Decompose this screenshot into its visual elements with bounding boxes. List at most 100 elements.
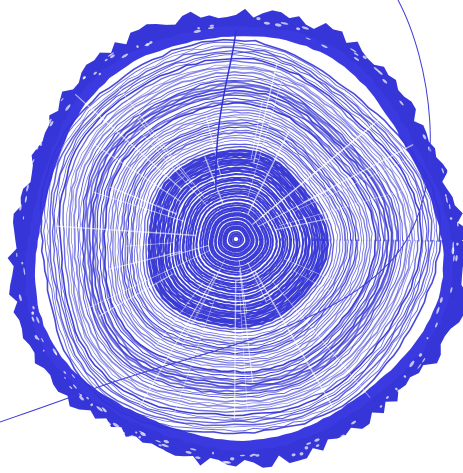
bark-fleck: [46, 118, 52, 126]
bark-fleck: [441, 167, 445, 174]
radial-crack: [238, 259, 248, 314]
growth-ring: [158, 161, 317, 317]
bark-fleck: [195, 456, 201, 459]
bark-fleck: [37, 337, 40, 341]
growth-ring: [117, 116, 362, 360]
bark-fleck: [277, 458, 281, 461]
growth-ring: [145, 145, 332, 331]
bark-fleck: [65, 104, 71, 111]
bark-fleck: [49, 120, 54, 127]
growth-ring: [187, 190, 287, 288]
growth-ring: [229, 232, 243, 246]
radial-crack: [138, 130, 208, 207]
bark-fleck: [93, 71, 97, 75]
radial-crack: [125, 242, 173, 247]
radial-crack: [186, 259, 225, 335]
radial-crack: [257, 189, 329, 228]
thin-curve: [0, 0, 431, 423]
bark-fleck: [128, 435, 134, 439]
bark-fleck: [353, 56, 360, 61]
growth-ring: [179, 181, 295, 296]
radial-crack: [247, 80, 283, 198]
bark-fleck: [301, 26, 309, 30]
bark-fleck: [362, 55, 367, 59]
growth-ring: [181, 184, 293, 294]
radial-crack: [254, 271, 333, 407]
growth-ring: [133, 134, 344, 342]
growth-ring: [228, 231, 245, 247]
bark-fleck: [32, 306, 35, 310]
growth-ring: [58, 57, 423, 417]
growth-ring: [91, 89, 390, 386]
bark-fleck: [34, 335, 38, 340]
radial-crack: [247, 262, 268, 303]
growth-ring: [206, 209, 267, 269]
radial-crack: [292, 157, 411, 213]
growth-ring: [175, 178, 299, 300]
bark-fleck: [395, 387, 398, 391]
bark-fleck: [306, 442, 312, 445]
bark-fleck: [455, 255, 458, 262]
radial-crack: [140, 274, 216, 406]
growth-ring: [39, 38, 442, 435]
bark-fleck: [452, 247, 455, 255]
growth-ring: [101, 100, 380, 375]
bark-fleck: [22, 216, 25, 220]
bark-fleck: [274, 23, 282, 27]
growth-ring: [203, 206, 270, 272]
bark-fleck: [110, 54, 115, 59]
growth-ring: [217, 220, 255, 258]
bark-fleck: [130, 435, 135, 439]
growth-ring: [67, 66, 414, 409]
bark-fleck: [403, 375, 407, 378]
growth-ring: [103, 101, 377, 374]
growth-ring: [189, 192, 285, 286]
bark-fleck: [353, 52, 359, 56]
bark-fleck: [239, 454, 246, 457]
bark-fleck: [197, 26, 200, 30]
bark-fleck: [207, 27, 215, 29]
growth-ring: [62, 60, 420, 413]
radial-crack: [180, 269, 221, 349]
bark-fleck: [256, 17, 261, 21]
bark-fleck: [96, 406, 103, 412]
bark-fleck: [418, 353, 423, 357]
bark-fleck: [136, 45, 139, 48]
growth-ring: [147, 149, 330, 329]
radial-crack: [98, 273, 174, 317]
growth-ring: [106, 106, 373, 370]
bark-fleck: [103, 409, 107, 413]
bark-fleck: [69, 385, 73, 390]
bark-fleck: [104, 420, 112, 426]
growth-ring: [170, 172, 305, 305]
radial-crack: [272, 280, 371, 398]
bark-fleck: [456, 221, 459, 227]
growth-ring: [139, 139, 338, 337]
bark-fleck: [23, 267, 26, 276]
radial-crack: [284, 258, 334, 281]
radial-crack: [293, 270, 330, 292]
growth-ring: [201, 204, 272, 274]
bark-fleck: [315, 444, 320, 447]
growth-ring: [65, 64, 416, 410]
radial-crack: [204, 156, 224, 205]
bark-fleck: [138, 435, 141, 439]
growth-ring: [109, 108, 371, 367]
bark-fleck: [350, 48, 357, 53]
bark-fleck: [145, 42, 150, 47]
radial-crack: [83, 250, 210, 311]
growth-ring: [81, 80, 400, 395]
bark-fleck: [32, 158, 35, 163]
bark-fleck: [399, 100, 404, 106]
bark-fleck: [26, 184, 29, 192]
bark-fleck: [31, 311, 35, 315]
growth-ring: [83, 81, 398, 393]
radial-crack: [110, 186, 178, 215]
growth-ring: [222, 225, 251, 253]
bark-fleck: [63, 370, 67, 375]
bark-fleck: [351, 420, 357, 425]
bark-fleck: [444, 194, 447, 197]
growth-ring: [150, 152, 327, 326]
bark-fleck: [448, 180, 452, 187]
